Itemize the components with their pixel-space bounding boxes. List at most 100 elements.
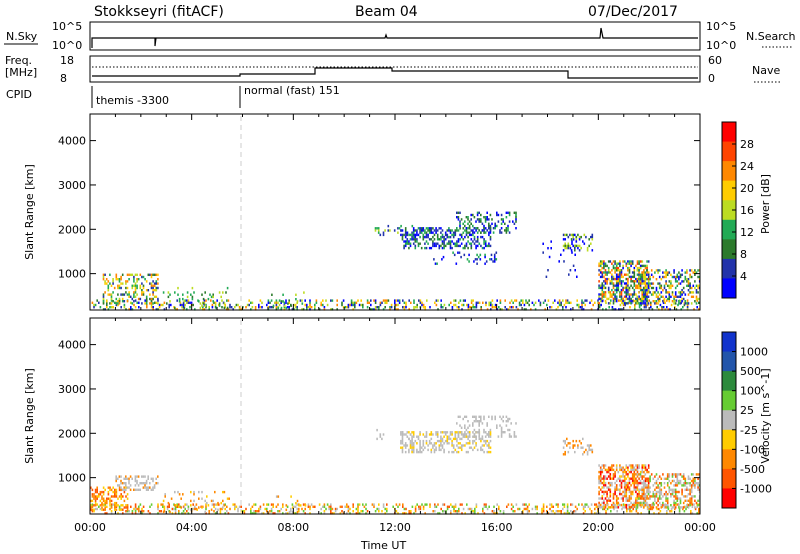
power-cell-r5 <box>481 246 484 250</box>
velocity-cell-r7 <box>500 435 503 438</box>
velocity-cell-r4 <box>291 510 294 514</box>
velocity-cell-r6 <box>467 450 469 454</box>
power-cell-r10 <box>627 262 629 265</box>
velocity-cell-r10 <box>654 488 656 491</box>
power-cell-r0 <box>507 308 510 311</box>
velocity-cell-r0 <box>360 510 362 513</box>
power-cell-r0 <box>491 299 494 302</box>
velocity-cell-r0 <box>184 512 186 515</box>
velocity-cell-r1 <box>93 497 95 500</box>
power-frame <box>89 113 701 311</box>
velocity-cell-r0 <box>310 503 313 506</box>
velocity-cell-r0 <box>309 507 311 511</box>
power-cell-r5 <box>448 227 450 230</box>
power-cell-r10 <box>611 269 613 272</box>
velocity-cell-r0 <box>531 507 534 511</box>
velocity-cell-r6 <box>425 442 428 445</box>
power-cell-r1 <box>152 289 154 292</box>
power-cell-r10 <box>633 271 636 274</box>
power-cell-r11 <box>660 286 663 290</box>
power-cell-r5 <box>464 235 466 239</box>
power-cell-r10 <box>603 275 605 279</box>
velocity-cell-r10 <box>694 482 696 485</box>
velocity-cell-r10 <box>671 488 674 491</box>
nsky-label: N.Sky <box>6 30 38 43</box>
velocity-cell-r10 <box>642 501 645 505</box>
power-cell-r1 <box>118 284 121 287</box>
velocity-cell-r0 <box>371 503 374 506</box>
velocity-cell-r9 <box>607 470 610 474</box>
power-cell-r10 <box>612 266 615 270</box>
velocity-cell-r9 <box>644 486 647 489</box>
velocity-cell-r2 <box>117 477 119 480</box>
velocity-cell-r7 <box>476 420 479 423</box>
power-cell-r0 <box>435 303 438 307</box>
velocity-cell-r0 <box>238 505 241 508</box>
velocity-cell-r9 <box>635 503 637 507</box>
power-cell-r5 <box>456 240 458 243</box>
velocity-cell-r9 <box>631 503 634 507</box>
power-cell-r10 <box>598 295 600 298</box>
velocity-cell-r1 <box>109 501 111 505</box>
power-cell-r10 <box>638 302 640 305</box>
velocity-cell-r0 <box>525 507 527 511</box>
velocity-cell-r8 <box>572 439 574 443</box>
velocity-cell-r1 <box>120 504 122 507</box>
velocity-cell-r1 <box>117 497 119 500</box>
velocity-cell-r7 <box>478 422 480 425</box>
power-cell-r10 <box>609 295 612 298</box>
velocity-cell-r0 <box>554 512 556 515</box>
power-cell-r11 <box>689 291 691 294</box>
power-cell-r0 <box>454 299 457 302</box>
velocity-cell-r9 <box>631 490 634 494</box>
velocity-cell-r6 <box>417 437 420 441</box>
power-cell-r11 <box>657 271 659 274</box>
velocity-cell-r10 <box>636 479 639 483</box>
power-cell-r0 <box>248 303 250 307</box>
velocity-cell-r9 <box>641 468 644 472</box>
power-cell-r0 <box>434 301 436 304</box>
velocity-cell-r9 <box>607 475 610 478</box>
velocity-cell-r0 <box>482 510 484 513</box>
velocity-cell-r2 <box>157 482 159 485</box>
power-cell-r0 <box>186 301 188 304</box>
power-cell-r0 <box>395 303 398 307</box>
power-cell-r5 <box>427 227 429 230</box>
velocity-cell-r10 <box>689 490 691 494</box>
velocity-cell-r0 <box>106 512 108 515</box>
velocity-cell-r1 <box>106 499 108 503</box>
velocity-cell-r10 <box>655 506 658 509</box>
velocity-cell-r6 <box>488 442 490 445</box>
velocity-cell-r9 <box>635 501 637 505</box>
velocity-cell-r9 <box>628 497 631 500</box>
power-cell-r10 <box>615 282 618 285</box>
velocity-cell-r10 <box>689 493 691 496</box>
power-cell-r7 <box>492 260 494 263</box>
power-cell-r11 <box>650 282 653 285</box>
velocity-cell-r4 <box>275 495 278 498</box>
velocity-cell-r0 <box>414 507 417 511</box>
power-cell-r5 <box>486 244 489 248</box>
velocity-cell-r6 <box>430 437 433 441</box>
velocity-cell-r6 <box>472 431 474 434</box>
velocity-cell-r10 <box>655 493 658 496</box>
velocity-cell-r10 <box>641 486 643 489</box>
velocity-cell-r10 <box>679 506 682 509</box>
power-cell-r0 <box>310 306 313 309</box>
power-cell-r11 <box>684 302 687 305</box>
power-cell-r10 <box>601 262 604 265</box>
velocity-cell-r10 <box>639 504 642 507</box>
power-cell-r6 <box>488 222 490 225</box>
power-cell-r1 <box>134 284 137 287</box>
velocity-cell-r1 <box>107 493 110 496</box>
power-cell-r11 <box>658 284 661 287</box>
velocity-cell-r9 <box>599 497 602 500</box>
power-cell-r1 <box>136 284 138 287</box>
power-cell-r2 <box>191 295 194 299</box>
power-cell-r10 <box>609 302 612 305</box>
velocity-cell-r0 <box>442 503 444 506</box>
power-cell-r5 <box>446 235 449 239</box>
velocity-cell-r0 <box>493 512 495 515</box>
power-cell-r1 <box>120 275 122 279</box>
velocity-cell-r9 <box>636 466 639 469</box>
